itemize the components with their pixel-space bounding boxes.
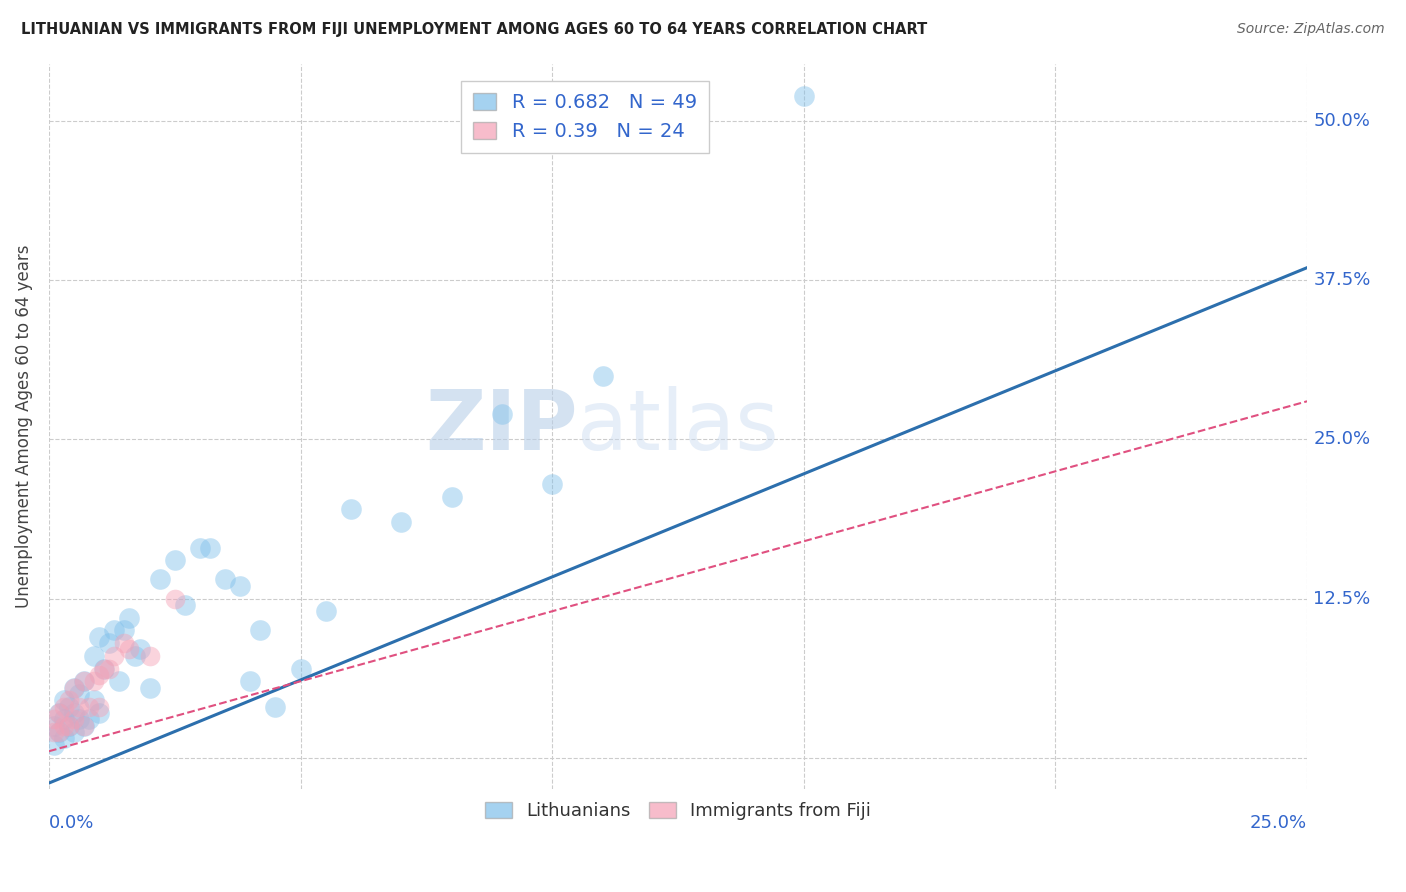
Point (138, 648, 160, 663)
Point (63, 706, 86, 720)
Point (77, 713, 100, 727)
Point (58, 719, 80, 733)
Point (67, 699, 90, 714)
Point (118, 610, 141, 624)
Point (315, 604, 337, 618)
Point (114, 624, 136, 638)
Point (389, 515, 412, 529)
Point (163, 553, 186, 567)
Text: 37.5%: 37.5% (1313, 271, 1371, 289)
Point (440, 490, 463, 504)
Y-axis label: Unemployment Among Ages 60 to 64 years: Unemployment Among Ages 60 to 64 years (15, 245, 32, 608)
Point (42, 713, 65, 727)
Text: LITHUANIAN VS IMMIGRANTS FROM FIJI UNEMPLOYMENT AMONG AGES 60 TO 64 YEARS CORREL: LITHUANIAN VS IMMIGRANTS FROM FIJI UNEMP… (21, 22, 928, 37)
Point (73, 674, 96, 689)
Point (63, 713, 86, 727)
Point (128, 642, 150, 657)
Point (48, 706, 70, 720)
Point (98, 661, 121, 675)
Text: 50.0%: 50.0% (1313, 112, 1371, 130)
Legend: Lithuanians, Immigrants from Fiji: Lithuanians, Immigrants from Fiji (478, 795, 879, 828)
Point (63, 681, 86, 695)
Point (77, 699, 100, 714)
Point (63, 725, 86, 739)
Point (340, 502, 363, 516)
Text: 25.0%: 25.0% (1313, 431, 1371, 449)
Point (98, 636, 121, 650)
Point (188, 541, 211, 555)
Point (83, 674, 105, 689)
Point (73, 674, 96, 689)
Point (163, 591, 186, 606)
Point (89, 699, 111, 714)
Point (58, 699, 80, 714)
Point (793, 88, 815, 103)
Point (53, 731, 76, 746)
Point (42, 738, 65, 752)
Point (67, 713, 90, 727)
Point (149, 573, 172, 587)
Point (541, 477, 564, 491)
Point (118, 642, 141, 657)
Point (103, 648, 125, 663)
Point (42, 725, 65, 739)
Point (63, 681, 86, 695)
Point (93, 661, 115, 675)
Text: 0.0%: 0.0% (49, 814, 94, 832)
Point (48, 725, 70, 739)
Point (48, 706, 70, 720)
Point (491, 407, 513, 421)
Point (214, 573, 236, 587)
Point (89, 706, 111, 720)
Point (73, 719, 96, 733)
Point (67, 687, 90, 701)
Point (89, 630, 111, 644)
Point (53, 719, 76, 733)
Point (124, 648, 146, 663)
Point (249, 624, 271, 638)
Point (290, 661, 312, 675)
Point (103, 624, 125, 638)
Point (83, 648, 105, 663)
Point (198, 541, 221, 555)
Point (42, 719, 65, 733)
Point (53, 693, 76, 707)
Point (264, 699, 287, 714)
Point (138, 681, 160, 695)
Point (114, 636, 136, 650)
Point (173, 598, 195, 612)
Point (239, 674, 262, 689)
Point (93, 661, 115, 675)
Point (108, 674, 131, 689)
Point (48, 725, 70, 739)
Text: ZIP: ZIP (425, 386, 578, 467)
Text: 25.0%: 25.0% (1250, 814, 1308, 832)
Text: Source: ZipAtlas.com: Source: ZipAtlas.com (1237, 22, 1385, 37)
Point (58, 719, 80, 733)
Text: atlas: atlas (578, 386, 779, 467)
Point (89, 668, 111, 682)
Point (229, 579, 252, 593)
Point (58, 693, 80, 707)
Point (73, 719, 96, 733)
Point (592, 368, 614, 383)
Text: 12.5%: 12.5% (1313, 590, 1371, 607)
Point (53, 713, 76, 727)
Point (53, 699, 76, 714)
Point (83, 693, 105, 707)
